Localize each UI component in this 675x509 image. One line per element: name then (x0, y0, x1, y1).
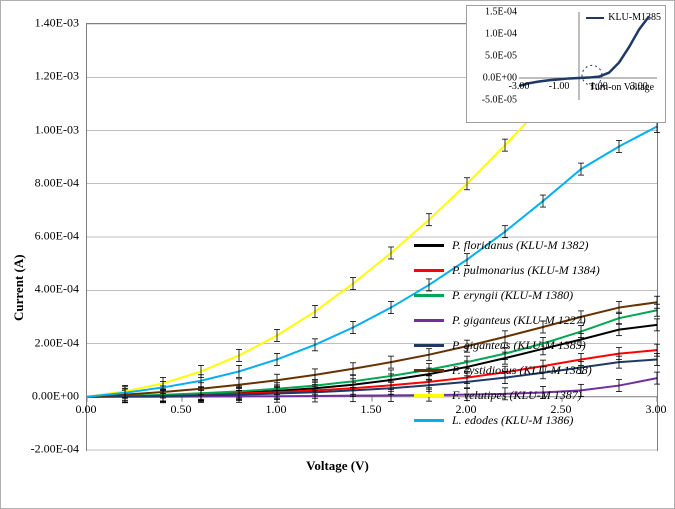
legend-label: P. giganteus (KLU-M 1385) (452, 338, 586, 353)
legend-row-cystidiosus: P. cystidiosus (KLU-M 1388) (414, 358, 644, 383)
legend-label: P. cystidiosus (KLU-M 1388) (452, 363, 592, 378)
inset-plot: KLU-M1385 Turn-on Voltage -5.0E-050.0E+0… (466, 5, 666, 123)
inset-x-tick: -3.00 (509, 81, 530, 92)
x-tick-label: 1.50 (361, 402, 382, 417)
x-axis-title: Voltage (V) (306, 458, 369, 474)
legend-row-floridanus: P. floridanus (KLU-M 1382) (414, 233, 644, 258)
y-tick-label: 1.40E-03 (19, 16, 79, 31)
legend-swatch (414, 319, 444, 322)
legend-label: P. pulmonarius (KLU-M 1384) (452, 263, 600, 278)
y-tick-label: 0.00E+00 (19, 388, 79, 403)
inset-x-tick: 3.00 (630, 81, 648, 92)
inset-x-tick: 1.00 (590, 81, 608, 92)
inset-y-tick: 5.0E-05 (469, 51, 517, 62)
legend-swatch (414, 369, 444, 372)
legend: P. floridanus (KLU-M 1382) P. pulmonariu… (414, 233, 644, 433)
legend-label: P. floridanus (KLU-M 1382) (452, 238, 588, 253)
x-tick-label: 1.00 (266, 402, 287, 417)
legend-label: P. eryngii (KLU-M 1380) (452, 288, 573, 303)
legend-label: P. giganteus (KLU-M 1227) (452, 313, 586, 328)
y-tick-label: 1.20E-03 (19, 69, 79, 84)
legend-row-giganteus1385: P. giganteus (KLU-M 1385) (414, 333, 644, 358)
y-tick-label: -2.00E-04 (19, 442, 79, 457)
legend-swatch (414, 244, 444, 247)
x-tick-label: 0.00 (76, 402, 97, 417)
legend-label: F. velutipes (KLU-M 1387) (452, 388, 582, 403)
y-tick-label: 1.00E-03 (19, 122, 79, 137)
x-tick-label: 3.00 (646, 402, 667, 417)
y-tick-label: 2.00E-04 (19, 335, 79, 350)
inset-y-tick: -5.0E-05 (469, 95, 517, 106)
x-tick-label: 0.50 (171, 402, 192, 417)
y-tick-label: 4.00E-04 (19, 282, 79, 297)
y-tick-label: 8.00E-04 (19, 175, 79, 190)
legend-row-eryngii: P. eryngii (KLU-M 1380) (414, 283, 644, 308)
legend-row-velutipes: F. velutipes (KLU-M 1387) (414, 383, 644, 408)
inset-y-tick: 1.0E-04 (469, 29, 517, 40)
legend-row-pulmonarius: P. pulmonarius (KLU-M 1384) (414, 258, 644, 283)
chart-page: Current (A) -2.00E-040.00E+002.00E-044.0… (0, 0, 675, 509)
inset-y-tick: 1.5E-04 (469, 7, 517, 18)
legend-swatch (414, 294, 444, 297)
inset-x-tick: -1.00 (549, 81, 570, 92)
legend-row-giganteus1227: P. giganteus (KLU-M 1227) (414, 308, 644, 333)
legend-label: L. edodes (KLU-M 1386) (452, 413, 573, 428)
legend-swatch (414, 344, 444, 347)
legend-row-edodes: L. edodes (KLU-M 1386) (414, 408, 644, 433)
y-tick-label: 6.00E-04 (19, 229, 79, 244)
legend-swatch (414, 269, 444, 272)
legend-swatch (414, 394, 444, 397)
legend-swatch (414, 419, 444, 422)
